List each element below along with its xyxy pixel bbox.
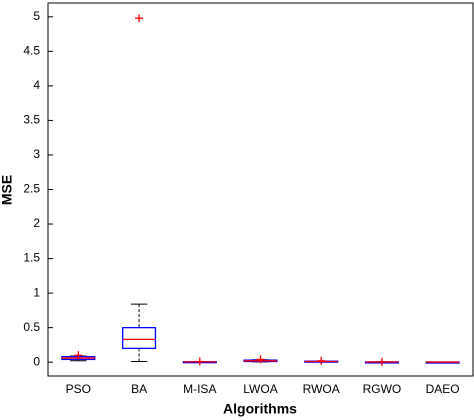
y-tick-label: 0.5 — [23, 320, 40, 334]
x-tick-label: LWOA — [243, 382, 277, 396]
x-tick-label: RWOA — [303, 382, 340, 396]
y-tick-label: 3.5 — [23, 113, 40, 127]
outlier — [195, 357, 204, 366]
x-axis-title: Algorithms — [223, 401, 297, 417]
x-tick-label: DAEO — [426, 382, 460, 396]
x-tick-label: BA — [131, 382, 147, 396]
y-tick-label: 5 — [33, 9, 40, 23]
x-tick-label: M-ISA — [183, 382, 216, 396]
outlier — [135, 14, 144, 23]
y-tick-label: 1.5 — [23, 251, 40, 265]
box — [122, 326, 157, 350]
y-axis-title: MSE — [0, 175, 15, 205]
plot-frame — [47, 2, 474, 377]
y-tick-label: 1 — [33, 285, 40, 299]
y-tick-label: 2 — [33, 216, 40, 230]
y-tick-label: 0 — [33, 354, 40, 368]
x-tick-label: RGWO — [363, 382, 402, 396]
y-tick-label: 2.5 — [23, 182, 40, 196]
outlier — [317, 356, 326, 365]
y-tick-label: 4.5 — [23, 44, 40, 58]
outlier — [256, 355, 265, 364]
outlier — [377, 357, 386, 366]
y-tick-label: 4 — [33, 78, 40, 92]
y-tick-label: 3 — [33, 147, 40, 161]
x-tick-label: PSO — [66, 382, 91, 396]
outlier — [74, 351, 83, 360]
